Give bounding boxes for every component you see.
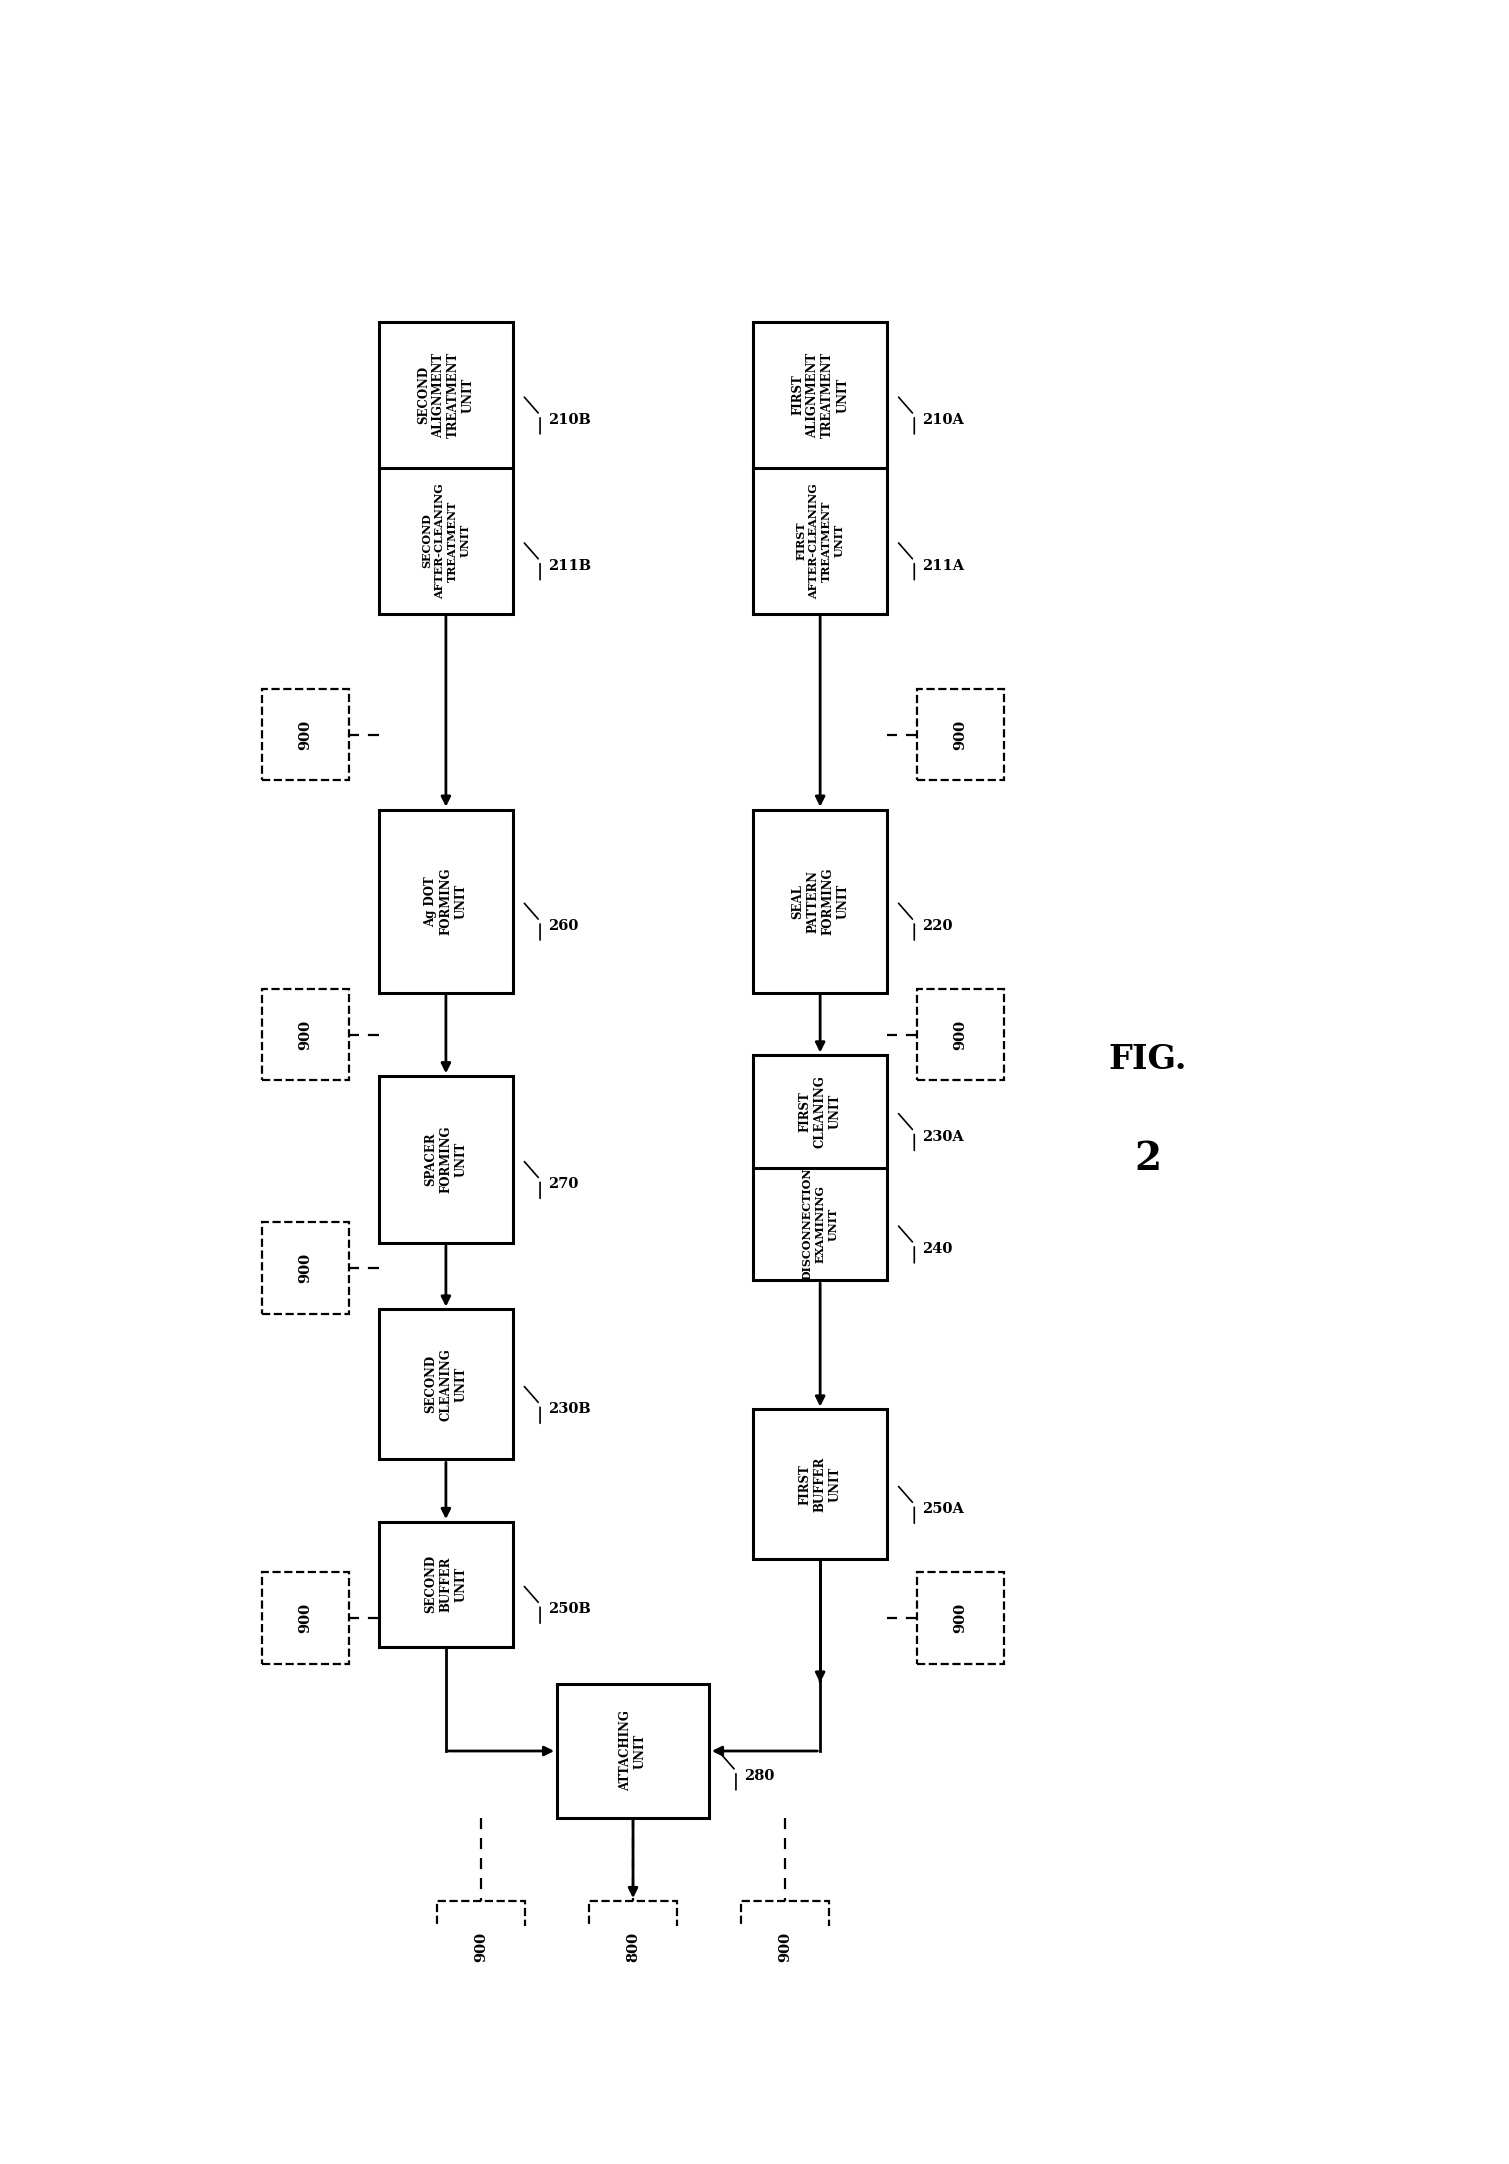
Bar bbox=[379, 1309, 513, 1459]
Text: 250A: 250A bbox=[922, 1502, 964, 1517]
Bar bbox=[379, 1076, 513, 1242]
Text: 260: 260 bbox=[548, 920, 578, 933]
Text: 900: 900 bbox=[299, 1019, 312, 1050]
Bar bbox=[753, 1409, 887, 1560]
Bar bbox=[261, 1223, 350, 1314]
Text: ATTACHING
UNIT: ATTACHING UNIT bbox=[619, 1710, 647, 1792]
Text: 220: 220 bbox=[922, 920, 954, 933]
Text: 230A: 230A bbox=[922, 1130, 964, 1143]
Text: FIG.: FIG. bbox=[1108, 1043, 1188, 1076]
Bar bbox=[379, 1521, 513, 1647]
Text: 900: 900 bbox=[474, 1932, 487, 1963]
Bar bbox=[379, 322, 513, 615]
Text: FIRST
BUFFER
UNIT: FIRST BUFFER UNIT bbox=[798, 1456, 842, 1513]
Bar bbox=[438, 1900, 525, 1993]
Text: SEAL
PATTERN
FORMING
UNIT: SEAL PATTERN FORMING UNIT bbox=[791, 868, 850, 935]
Text: 230B: 230B bbox=[548, 1402, 592, 1417]
Bar bbox=[589, 1900, 678, 1993]
Text: SECOND
ALIGNMENT
TREATMENT
UNIT: SECOND ALIGNMENT TREATMENT UNIT bbox=[416, 353, 475, 437]
Text: 900: 900 bbox=[299, 718, 312, 749]
Bar bbox=[261, 989, 350, 1080]
Text: FIRST
AFTER-CLEANING
TREATMENT
UNIT: FIRST AFTER-CLEANING TREATMENT UNIT bbox=[795, 483, 845, 599]
Bar bbox=[916, 1571, 1005, 1664]
Text: 900: 900 bbox=[954, 718, 967, 749]
Text: Ag DOT
FORMING
UNIT: Ag DOT FORMING UNIT bbox=[424, 868, 468, 935]
Text: 800: 800 bbox=[626, 1932, 640, 1963]
Bar bbox=[916, 688, 1005, 781]
Bar bbox=[753, 1056, 887, 1281]
Text: SECOND
BUFFER
UNIT: SECOND BUFFER UNIT bbox=[424, 1556, 468, 1614]
Bar bbox=[753, 322, 887, 615]
Text: 210A: 210A bbox=[922, 413, 964, 426]
Text: 210B: 210B bbox=[548, 413, 592, 426]
Text: 280: 280 bbox=[744, 1768, 774, 1783]
Text: 2: 2 bbox=[1135, 1140, 1160, 1179]
Bar bbox=[753, 809, 887, 993]
Bar bbox=[379, 809, 513, 993]
Text: 240: 240 bbox=[922, 1242, 952, 1255]
Text: 270: 270 bbox=[548, 1177, 578, 1192]
Text: FIRST
ALIGNMENT
TREATMENT
UNIT: FIRST ALIGNMENT TREATMENT UNIT bbox=[791, 353, 850, 437]
Text: 211B: 211B bbox=[548, 558, 592, 573]
Bar bbox=[557, 1684, 709, 1818]
Text: 900: 900 bbox=[954, 1604, 967, 1634]
Text: 900: 900 bbox=[299, 1604, 312, 1634]
Text: 900: 900 bbox=[779, 1932, 792, 1963]
Text: SECOND
AFTER-CLEANING
TREATMENT
UNIT: SECOND AFTER-CLEANING TREATMENT UNIT bbox=[421, 483, 471, 599]
Text: 900: 900 bbox=[299, 1253, 312, 1283]
Bar bbox=[261, 688, 350, 781]
Bar bbox=[916, 989, 1005, 1080]
Text: SPACER
FORMING
UNIT: SPACER FORMING UNIT bbox=[424, 1125, 468, 1192]
Bar bbox=[741, 1900, 828, 1993]
Text: FIRST
CLEANING
UNIT: FIRST CLEANING UNIT bbox=[798, 1076, 842, 1147]
Text: 211A: 211A bbox=[922, 558, 964, 573]
Text: DISCONNECTION
EXAMINING
UNIT: DISCONNECTION EXAMINING UNIT bbox=[801, 1169, 839, 1281]
Text: 900: 900 bbox=[954, 1019, 967, 1050]
Bar bbox=[261, 1571, 350, 1664]
Text: 250B: 250B bbox=[548, 1601, 592, 1617]
Text: SECOND
CLEANING
UNIT: SECOND CLEANING UNIT bbox=[424, 1348, 468, 1422]
